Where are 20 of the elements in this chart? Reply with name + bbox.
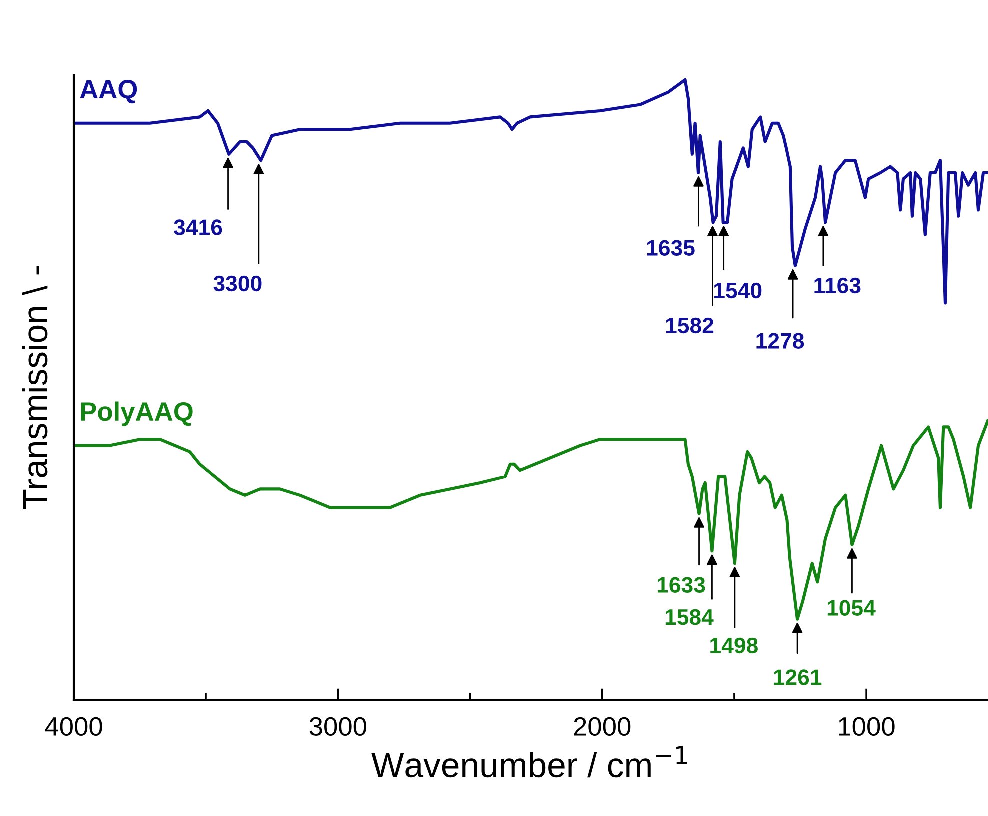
annotation: 1635 bbox=[647, 240, 695, 256]
annotation: 1498 bbox=[710, 638, 758, 654]
y-axis-title: Transmission \ - bbox=[22, 266, 48, 510]
annotation: 1540 bbox=[714, 282, 762, 299]
x-tick-label: 2000 bbox=[574, 717, 631, 736]
x-axis-title: Wavenumber / cm$^{−1}$ bbox=[372, 746, 688, 778]
annotation: 1054 bbox=[828, 600, 876, 616]
annotation: 1633 bbox=[658, 577, 706, 593]
x-tick-label: 3000 bbox=[310, 717, 366, 736]
annotation: 1582 bbox=[666, 318, 714, 334]
annotation: 1261 bbox=[774, 670, 822, 686]
annotation: 3416 bbox=[174, 220, 222, 236]
annotation: 1584 bbox=[666, 609, 714, 626]
annotation: 1278 bbox=[756, 333, 804, 349]
series-label: AAQ bbox=[80, 80, 138, 104]
x-tick-label: 1000 bbox=[839, 717, 895, 736]
x-tick-label: 4000 bbox=[45, 717, 102, 736]
series-label: PolyAAQ bbox=[81, 402, 193, 426]
annotation: 1163 bbox=[814, 278, 861, 294]
annotation: 3300 bbox=[214, 276, 262, 292]
